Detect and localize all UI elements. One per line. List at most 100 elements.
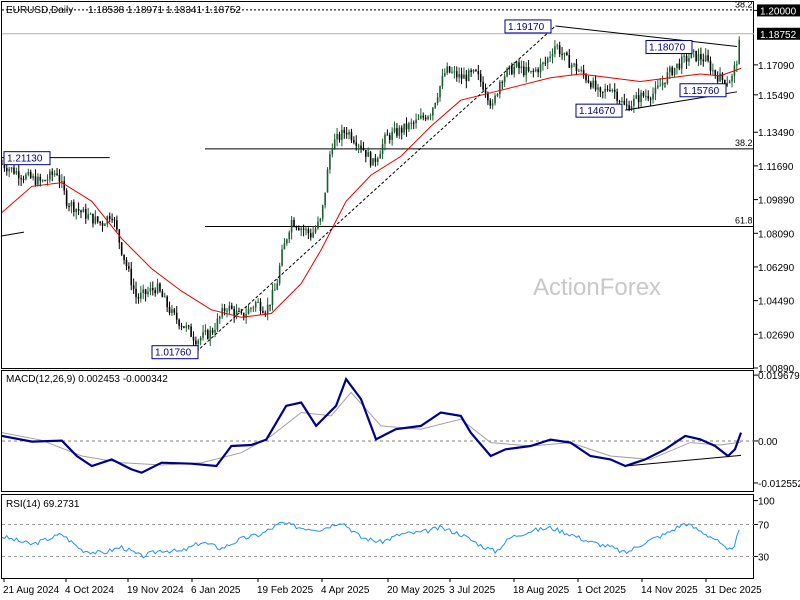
candle-body <box>252 307 255 309</box>
x-tick-label: 14 Nov 2025 <box>641 585 698 596</box>
candle-body <box>671 67 673 76</box>
candle-body <box>230 305 233 309</box>
candle-body <box>561 54 563 56</box>
candle-body <box>209 330 212 339</box>
candle-body <box>580 69 583 71</box>
candle-body <box>609 90 611 92</box>
candle-body <box>13 167 15 174</box>
candle-body <box>63 181 66 191</box>
candle-body <box>319 218 322 222</box>
candle-body <box>731 75 733 82</box>
x-tick-label: 6 Jan 2025 <box>191 585 241 596</box>
candle-body <box>628 105 630 111</box>
candle-body <box>192 336 195 341</box>
price-annotation-label: 1.15760 <box>683 86 720 97</box>
candle-body <box>417 118 420 120</box>
x-tick-label: 1 Oct 2025 <box>577 585 626 596</box>
candle-body <box>616 91 618 101</box>
candle-body <box>482 81 484 90</box>
candle-body <box>82 208 85 213</box>
candle-body <box>73 202 75 213</box>
candle-body <box>369 152 372 166</box>
candle-body <box>376 158 379 163</box>
candle-body <box>676 63 678 68</box>
candle-body <box>190 326 192 337</box>
candle-body <box>269 304 271 306</box>
triangle-upper-line <box>555 25 738 48</box>
candle-body <box>496 93 499 96</box>
candle-body <box>120 242 123 255</box>
candle-body <box>113 219 116 221</box>
candle-body <box>549 56 551 58</box>
candle-body <box>570 64 573 68</box>
candle-body <box>664 82 666 84</box>
current-price-label: 1.18752 <box>760 30 797 41</box>
candle-body <box>219 316 221 319</box>
candle-body <box>515 62 518 67</box>
candle-body <box>128 266 130 269</box>
candle-body <box>726 83 729 86</box>
candle-body <box>621 100 623 102</box>
candle-body <box>348 132 350 135</box>
candle-body <box>149 288 152 292</box>
candle-body <box>714 70 717 76</box>
candle-body <box>8 168 10 172</box>
candle-body <box>104 224 106 226</box>
candle-body <box>551 54 554 57</box>
candle-body <box>135 288 137 298</box>
candle-body <box>168 307 171 314</box>
candle-body <box>329 154 331 170</box>
ohlc-header: 1.18538 1.18971 1.18341 1.18752 <box>88 5 241 16</box>
macd-panel: 0.019679 0.00 -0.012552 <box>1 371 800 490</box>
candle-body <box>534 69 537 72</box>
candle-body <box>618 100 621 102</box>
price-annotation-box <box>679 83 727 98</box>
candle-body <box>365 150 367 157</box>
candle-body <box>295 226 298 228</box>
candle-body <box>195 340 197 345</box>
candle-body <box>307 229 310 234</box>
candle-body <box>355 142 358 146</box>
candle-body <box>738 39 741 65</box>
candle-body <box>357 145 360 147</box>
price-annotation-box <box>3 151 51 166</box>
candle-body <box>65 190 68 207</box>
candle-body <box>101 222 104 226</box>
price-y-tick-label: 1.08090 <box>758 229 795 240</box>
candle-body <box>647 95 650 99</box>
candle-body <box>297 227 300 231</box>
candle-body <box>599 87 602 92</box>
candle-body <box>654 87 657 94</box>
candle-body <box>166 296 168 308</box>
candle-body <box>477 70 480 75</box>
candle-body <box>724 79 726 86</box>
candle-body <box>597 87 599 90</box>
candle-body <box>5 168 8 172</box>
candle-body <box>436 97 439 104</box>
candle-body <box>84 208 87 219</box>
candle-body <box>254 302 257 308</box>
candle-body <box>89 213 92 215</box>
candle-body <box>635 95 638 99</box>
candle-body <box>171 309 173 314</box>
candle-body <box>673 67 676 76</box>
candle-body <box>728 81 731 84</box>
candle-body <box>391 131 393 140</box>
current-price-box <box>757 27 800 40</box>
candle-body <box>592 80 594 88</box>
price-panel: 1.20000 1.17090 1.15490 1.13490 1.11690 1.098… <box>1 0 800 375</box>
symbol-header: EURUSD,Daily <box>6 5 73 16</box>
candle-body <box>678 63 681 69</box>
candle-body <box>623 100 626 105</box>
candle-body <box>463 74 465 79</box>
candle-body <box>178 319 180 326</box>
price-annotation-box <box>504 19 552 34</box>
candle-body <box>44 180 46 182</box>
candle-body <box>75 208 77 213</box>
candle-body <box>39 176 42 181</box>
candle-body <box>393 128 396 132</box>
candle-body <box>228 305 231 311</box>
candle-body <box>633 98 635 106</box>
candle-body <box>207 330 209 339</box>
candle-body <box>558 45 561 55</box>
